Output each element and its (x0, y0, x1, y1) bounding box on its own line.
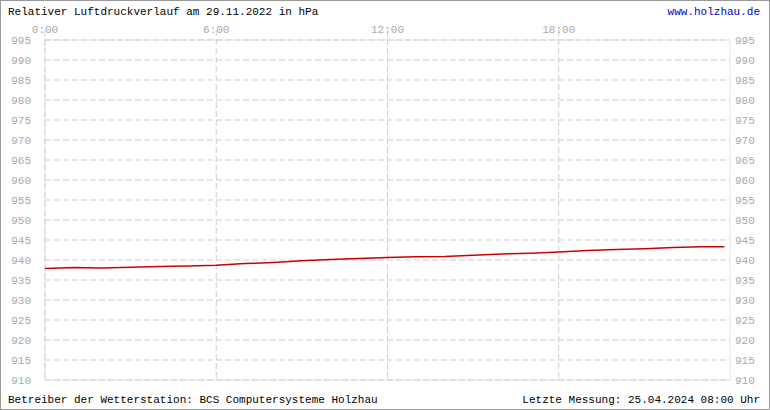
y-tick-label-right: 915 (735, 355, 755, 367)
pressure-line (45, 247, 724, 269)
y-tick-label-right: 920 (735, 335, 755, 347)
y-tick-label: 980 (11, 95, 31, 107)
x-tick-label: 0:00 (32, 24, 58, 36)
y-tick-label-right: 945 (735, 235, 755, 247)
y-tick-label-right: 960 (735, 175, 755, 187)
grid-line-y (45, 100, 730, 101)
y-tick-label-right: 935 (735, 275, 755, 287)
y-tick-label: 965 (11, 155, 31, 167)
y-tick-label: 975 (11, 115, 31, 127)
y-tick-label: 970 (11, 135, 31, 147)
chart: 910 910 915 915 920 920 925 925 930 930 935 935 940 9… (0, 0, 770, 410)
grid-line-x (387, 30, 388, 380)
x-tick-label: 6:00 (203, 24, 229, 36)
operator: Betreiber der Wetterstation: BCS Compute… (8, 394, 378, 406)
y-tick-label: 910 (11, 375, 31, 387)
y-tick-label-right: 965 (735, 155, 755, 167)
x-tick-label: 18:00 (542, 24, 575, 36)
x-tick-label: 12:00 (371, 24, 404, 36)
y-tick-label: 940 (11, 255, 31, 267)
y-tick-label: 925 (11, 315, 31, 327)
y-tick-label: 990 (11, 55, 31, 67)
y-tick-label-right: 950 (735, 215, 755, 227)
y-tick-label: 995 (11, 35, 31, 47)
last-measurement: Letzte Messung: 25.04.2024 08:00 Uhr (522, 394, 760, 406)
y-tick-label: 915 (11, 355, 31, 367)
y-tick-label: 955 (11, 195, 31, 207)
y-tick-label-right: 925 (735, 315, 755, 327)
y-tick-label: 985 (11, 75, 31, 87)
y-tick-label-right: 940 (735, 255, 755, 267)
y-tick-label-right: 955 (735, 195, 755, 207)
grid-line-x (216, 30, 217, 380)
y-tick-label: 960 (11, 175, 31, 187)
y-tick-label-right: 930 (735, 295, 755, 307)
y-tick-label-right: 990 (735, 55, 755, 67)
grid-line-x (45, 30, 46, 380)
chart-root: 910 910 915 915 920 920 925 925 930 930 935 935 940 9… (0, 0, 770, 410)
website: www.holzhau.de (668, 6, 760, 18)
grid-line-y (45, 280, 730, 281)
y-tick-label-right: 910 (735, 375, 755, 387)
outer-border (1, 1, 770, 410)
y-tick-label: 945 (11, 235, 31, 247)
y-tick-label-right: 970 (735, 135, 755, 147)
y-tick-label: 950 (11, 215, 31, 227)
plot-area (45, 247, 724, 269)
grid-line-y (45, 200, 730, 201)
y-tick-label: 935 (11, 275, 31, 287)
y-tick-label-right: 985 (735, 75, 755, 87)
y-tick-label-right: 995 (735, 35, 755, 47)
y-tick-label-right: 980 (735, 95, 755, 107)
y-tick-label: 920 (11, 335, 31, 347)
y-tick-label-right: 975 (735, 115, 755, 127)
title: Relativer Luftdruckverlauf am 29.11.2022… (8, 6, 319, 18)
y-tick-label: 930 (11, 295, 31, 307)
grid-line-x (558, 30, 559, 380)
